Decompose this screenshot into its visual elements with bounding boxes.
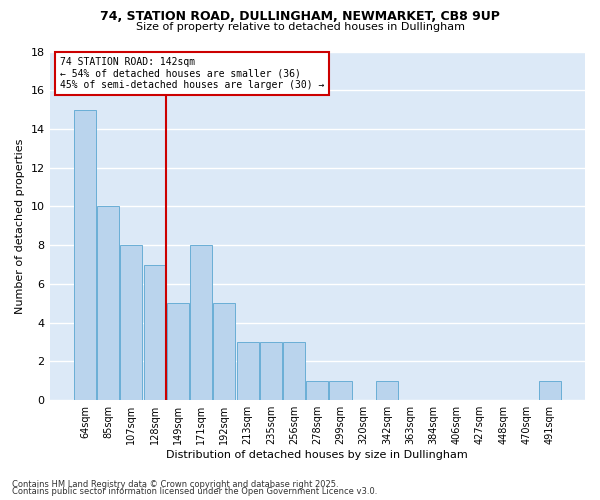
X-axis label: Distribution of detached houses by size in Dullingham: Distribution of detached houses by size …: [166, 450, 468, 460]
Text: Contains public sector information licensed under the Open Government Licence v3: Contains public sector information licen…: [12, 488, 377, 496]
Bar: [167, 304, 189, 400]
Y-axis label: Number of detached properties: Number of detached properties: [15, 138, 25, 314]
Bar: [306, 381, 328, 400]
Bar: [329, 381, 352, 400]
Text: 74 STATION ROAD: 142sqm
← 54% of detached houses are smaller (36)
45% of semi-de: 74 STATION ROAD: 142sqm ← 54% of detache…: [60, 56, 325, 90]
Bar: [74, 110, 96, 400]
Bar: [213, 304, 235, 400]
Text: 74, STATION ROAD, DULLINGHAM, NEWMARKET, CB8 9UP: 74, STATION ROAD, DULLINGHAM, NEWMARKET,…: [100, 10, 500, 23]
Bar: [539, 381, 560, 400]
Bar: [283, 342, 305, 400]
Bar: [97, 206, 119, 400]
Bar: [236, 342, 259, 400]
Text: Size of property relative to detached houses in Dullingham: Size of property relative to detached ho…: [136, 22, 464, 32]
Bar: [260, 342, 282, 400]
Bar: [143, 264, 166, 400]
Bar: [121, 245, 142, 400]
Bar: [376, 381, 398, 400]
Text: Contains HM Land Registry data © Crown copyright and database right 2025.: Contains HM Land Registry data © Crown c…: [12, 480, 338, 489]
Bar: [190, 245, 212, 400]
